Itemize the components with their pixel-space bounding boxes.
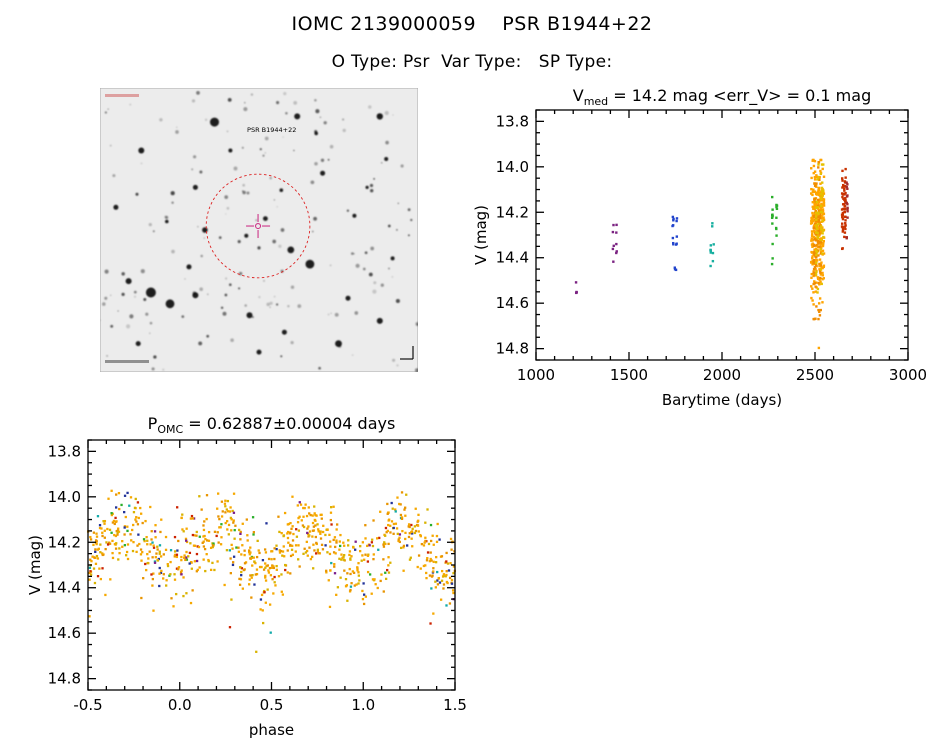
y-axis-label: V (mag) bbox=[472, 205, 490, 265]
folded-title-rest: = 0.62887±0.00004 days bbox=[183, 414, 396, 433]
y-tick-label: 14.4 bbox=[48, 579, 81, 597]
x-tick-label: 1.5 bbox=[443, 696, 467, 714]
axes bbox=[87, 439, 456, 691]
lightcurve-title-main: V bbox=[572, 86, 584, 105]
lightcurve-title: Vmed = 14.2 mag <err_V> = 0.1 mag bbox=[536, 86, 908, 108]
plot-frame bbox=[535, 109, 909, 361]
lightcurve-title-rest: = 14.2 mag <err_V> = 0.1 mag bbox=[608, 86, 872, 105]
lightcurve-plot: 1000 1500 2000 2500 3000 13.8 14.0 14.2 14.4 14.6… bbox=[470, 85, 944, 424]
data-points bbox=[86, 489, 456, 653]
corner-annotation-marks bbox=[105, 94, 149, 363]
data-points bbox=[574, 158, 849, 350]
star-field bbox=[99, 91, 420, 373]
star-field-background bbox=[99, 87, 419, 373]
source-annotation: PSR B1944+22 bbox=[247, 126, 296, 134]
x-tick-label: 2500 bbox=[796, 366, 834, 384]
source-aperture-circle bbox=[205, 173, 311, 279]
y-tick-label: 14.0 bbox=[496, 158, 529, 176]
lightcurve-title-sub: med bbox=[583, 95, 609, 109]
folded-title-main: P bbox=[147, 414, 158, 433]
finding-chart: PSR B1944+22 bbox=[99, 87, 420, 373]
page-subtitle: O Type: Psr Var Type: SP Type: bbox=[331, 52, 613, 72]
x-axis-label: Barytime (days) bbox=[662, 391, 782, 409]
folded-plot: -0.5 0.0 0.5 1.0 1.5 13.8 14.0 14.2 14.4 14.6 14.8… bbox=[20, 412, 490, 747]
x-axis-label: phase bbox=[249, 721, 294, 739]
x-tick-label: 1000 bbox=[517, 366, 555, 384]
folded-title-sub: OMC bbox=[157, 423, 184, 437]
orientation-compass-mark bbox=[400, 346, 414, 360]
x-tick-label: -0.5 bbox=[73, 696, 102, 714]
finding-chart-image: PSR B1944+22 bbox=[99, 87, 420, 373]
y-tick-label: 13.8 bbox=[48, 442, 81, 460]
folded-title: POMC = 0.62887±0.00004 days bbox=[88, 414, 455, 436]
x-tick-label: 2000 bbox=[703, 366, 741, 384]
folded-svg: -0.5 0.0 0.5 1.0 1.5 13.8 14.0 14.2 14.4 14.6 14.8… bbox=[26, 439, 467, 739]
axes bbox=[535, 109, 909, 361]
y-tick-label: 14.4 bbox=[496, 249, 529, 267]
y-tick-label: 14.2 bbox=[496, 203, 529, 221]
source-cross-marker bbox=[246, 214, 271, 239]
x-tick-label: 1.0 bbox=[351, 696, 375, 714]
y-tick-label: 14.8 bbox=[48, 670, 81, 688]
y-tick-label: 14.6 bbox=[496, 294, 529, 312]
x-tick-label: 1500 bbox=[610, 366, 648, 384]
y-tick-label: 13.8 bbox=[496, 112, 529, 130]
page-title: IOMC 2139000059 PSR B1944+22 bbox=[291, 13, 653, 35]
x-tick-label: 0.0 bbox=[168, 696, 192, 714]
y-tick-label: 14.0 bbox=[48, 488, 81, 506]
x-tick-label: 3000 bbox=[889, 366, 927, 384]
y-axis-label: V (mag) bbox=[26, 535, 44, 595]
y-tick-label: 14.8 bbox=[496, 340, 529, 358]
y-tick-label: 14.6 bbox=[48, 624, 81, 642]
lightcurve-svg: 1000 1500 2000 2500 3000 13.8 14.0 14.2 14.4 14.6… bbox=[472, 109, 927, 409]
y-tick-label: 14.2 bbox=[48, 533, 81, 551]
x-tick-label: 0.5 bbox=[260, 696, 284, 714]
